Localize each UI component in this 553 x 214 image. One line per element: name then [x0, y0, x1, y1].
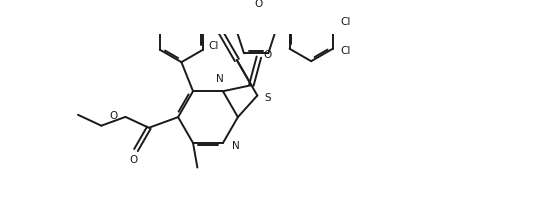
Text: N: N: [232, 141, 240, 151]
Text: Cl: Cl: [340, 46, 351, 56]
Text: Cl: Cl: [340, 17, 351, 27]
Text: S: S: [265, 93, 272, 103]
Text: O: O: [110, 111, 118, 121]
Text: O: O: [254, 0, 262, 9]
Text: N: N: [216, 74, 223, 84]
Text: O: O: [130, 155, 138, 165]
Text: O: O: [264, 50, 272, 60]
Text: Cl: Cl: [208, 41, 218, 51]
